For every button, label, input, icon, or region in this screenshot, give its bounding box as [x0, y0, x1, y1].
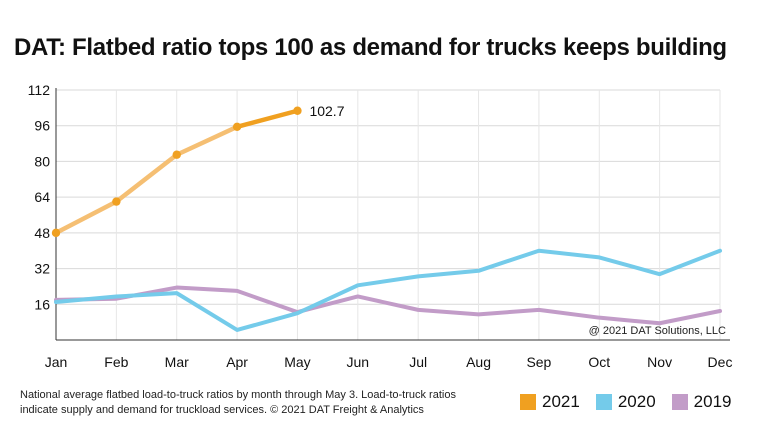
x-tick-label: Oct — [588, 354, 610, 370]
series-2019-line — [54, 285, 722, 326]
y-tick-label: 48 — [34, 225, 50, 241]
x-tick-label: Sep — [526, 354, 551, 370]
series-2021-segment — [174, 124, 240, 157]
series-2021-point — [232, 122, 242, 132]
y-tick-label: 64 — [34, 189, 50, 205]
legend-swatch — [595, 394, 612, 410]
axes: 16 32 48 64 80 96 112 Jan Feb Mar Apr May Jun Jul Aug S… — [28, 82, 733, 370]
x-tick-label: Jun — [347, 354, 370, 370]
series-2021-segment — [53, 199, 119, 236]
series-2020-line — [54, 248, 722, 332]
x-tick-label: Nov — [647, 354, 672, 370]
x-tick-label: Apr — [226, 354, 248, 370]
legend-item-2019: 2019 — [671, 392, 732, 412]
x-tick-label: Jul — [409, 354, 427, 370]
x-tick-label: May — [284, 354, 310, 370]
grid — [55, 89, 721, 340]
copyright-text: @ 2021 DAT Solutions, LLC — [589, 325, 726, 337]
chart-title: DAT: Flatbed ratio tops 100 as demand fo… — [14, 34, 727, 61]
legend-swatch — [671, 394, 688, 410]
series-2021-point — [51, 228, 61, 238]
y-tick-label: 32 — [34, 261, 50, 277]
legend-swatch — [520, 394, 536, 410]
data-label-2021-may: 102.7 — [309, 103, 344, 119]
series-2021-segment — [114, 152, 179, 204]
y-tick-label: 112 — [28, 82, 51, 98]
footnote: National average flatbed load-to-truck r… — [20, 389, 456, 416]
series-2021-point — [172, 150, 181, 159]
y-tick-label: 16 — [34, 296, 50, 312]
series-2021-point — [293, 106, 302, 115]
y-tick-label: 80 — [34, 153, 50, 169]
legend: 2021 2020 2019 — [520, 392, 731, 412]
series-2021-segment — [234, 108, 300, 130]
x-tick-label: Feb — [104, 354, 128, 370]
series-2021-point — [112, 197, 121, 206]
x-tick-label: Dec — [708, 354, 733, 370]
x-tick-label: Jan — [45, 354, 68, 370]
x-tick-label: Aug — [466, 354, 491, 370]
legend-item-2020: 2020 — [595, 392, 656, 412]
legend-label: 2021 — [542, 392, 580, 411]
legend-label: 2020 — [617, 392, 656, 411]
x-tick-label: Mar — [165, 354, 189, 370]
data-labels: 102.7 — [309, 103, 344, 119]
legend-item-2021: 2021 — [520, 392, 580, 412]
y-tick-label: 96 — [34, 118, 50, 134]
series-lines — [51, 106, 722, 332]
legend-label: 2019 — [693, 392, 732, 411]
